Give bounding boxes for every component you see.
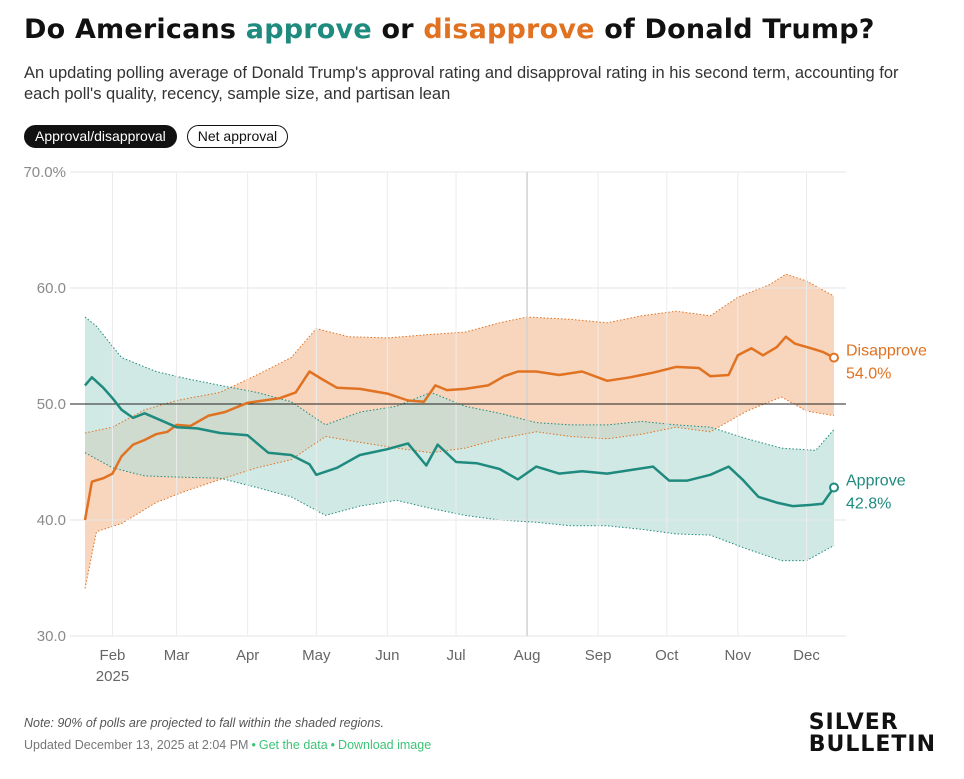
y-tick-label: 50.0 [37,396,66,413]
y-tick-label: 30.0 [37,628,66,645]
net-approval-toggle[interactable]: Net approval [186,125,289,148]
footnote: Note: 90% of polls are projected to fall… [24,716,384,730]
approval-chart: 30.0 40.0 50.0 60.0 70.0% Feb Mar Apr May Jun Jul A… [23,164,927,685]
series-lines [83,335,836,521]
view-toggle-group: Approval/disapproval Net approval [24,125,289,148]
x-tick-label: Oct [655,647,679,664]
download-image-link[interactable]: Download image [338,738,432,752]
series-end-labels: Disapprove 54.0% Approve 42.8% [829,343,927,513]
x-tick-label: Nov [724,647,751,664]
title-approve-word: approve [245,14,372,45]
title-middle: or [371,14,424,45]
title-disapprove-word: disapprove [423,14,595,45]
get-data-link[interactable]: Get the data [258,738,328,752]
separator-dot: • [251,738,256,752]
logo-line-2: BULLETIN [808,732,936,757]
approve-series-label: Approve [846,473,906,490]
approve-end-marker [829,482,839,493]
x-tick-label: Feb [100,647,126,664]
approve-band [85,317,834,561]
silver-bulletin-logo: SILVER BULLETIN [809,712,936,756]
x-tick-label: Jul [446,647,465,664]
title-prefix: Do Americans [24,14,246,45]
chart-grid [70,171,846,637]
chart-title: Do Americans approve or disapprove of Do… [24,14,875,45]
x-tick-label: Jun [375,647,399,664]
confidence-bands [84,273,835,589]
x-tick-label: May [302,647,331,664]
approval-disapproval-toggle[interactable]: Approval/disapproval [24,125,177,148]
approve-band-lower-edge [84,452,835,562]
disapprove-series-label: Disapprove [846,343,927,360]
disapprove-band-lower-edge [84,396,835,589]
chart-subtitle: An updating polling average of Donald Tr… [24,64,899,103]
y-tick-label: 40.0 [37,512,66,529]
separator-dot: • [330,738,336,752]
logo-line-1: SILVER [808,710,899,735]
updated-timestamp: Updated December 13, 2025 at 2:04 PM [24,738,249,752]
update-line: Updated December 13, 2025 at 2:04 PM • Get… [24,738,431,752]
y-tick-label: 60.0 [37,280,66,297]
approve-line [84,376,836,508]
x-tick-label: Sep [585,647,612,664]
x-tick-label: Apr [236,647,259,664]
disapprove-end-marker [829,352,839,363]
x-year-label: 2025 [96,668,129,685]
disapprove-band-upper-edge [84,273,835,434]
chart-axes: 30.0 40.0 50.0 60.0 70.0% Feb Mar Apr May Jun Jul A… [23,164,820,685]
disapprove-line [83,335,835,521]
approve-final-value: 42.8% [846,496,891,513]
x-tick-label: Dec [793,647,820,664]
disapprove-final-value: 54.0% [846,366,891,383]
title-suffix: of Donald Trump? [594,14,875,45]
x-tick-label: Aug [514,647,541,664]
y-tick-label: 70.0% [23,164,66,181]
x-tick-label: Mar [164,647,190,664]
